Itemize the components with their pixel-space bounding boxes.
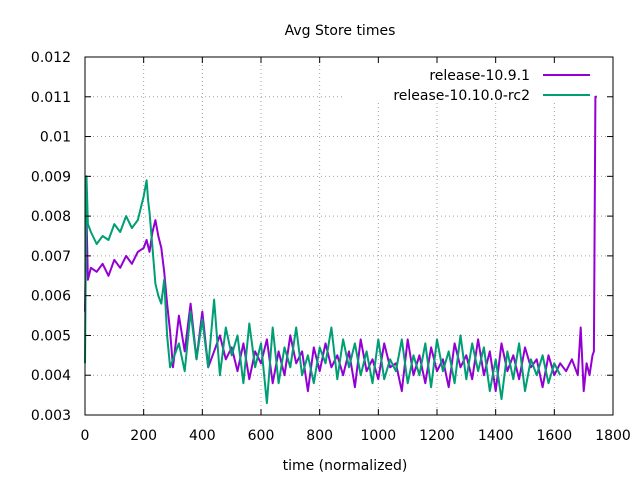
y-tick-label: 0.007 (31, 249, 71, 265)
legend-label-2: release-10.10.0-rc2 (393, 88, 530, 104)
y-tick-label: 0.008 (31, 209, 71, 225)
x-tick-label: 1000 (361, 428, 397, 444)
legend-label-1: release-10.9.1 (429, 68, 530, 84)
x-tick-label: 600 (248, 428, 275, 444)
y-tick-label: 0.003 (31, 408, 71, 424)
chart-title: Avg Store times (285, 23, 396, 39)
y-tick-label: 0.01 (40, 130, 71, 146)
x-tick-label: 0 (81, 428, 90, 444)
plot-area (84, 95, 597, 405)
grid-lines (85, 57, 613, 415)
x-tick-label: 1400 (478, 428, 514, 444)
x-tick-label: 800 (306, 428, 333, 444)
x-tick-label: 1600 (537, 428, 573, 444)
x-tick-label: 1200 (419, 428, 455, 444)
x-axis-label: time (normalized) (283, 458, 408, 474)
y-tick-label: 0.006 (31, 289, 71, 305)
plot-frame (84, 56, 614, 416)
y-tick-label: 0.012 (31, 50, 71, 66)
legend: release-10.9.1 release-10.10.0-rc2 (393, 68, 590, 104)
y-tick-label: 0.004 (31, 368, 71, 384)
axis-ticks: 0 200 400 600 800 1000 1200 1400 1600 1800 0.003 0.… (31, 50, 631, 444)
y-tick-label: 0.005 (31, 328, 71, 344)
series-line-2 (84, 175, 562, 405)
y-tick-label: 0.009 (31, 169, 71, 185)
x-tick-label: 400 (189, 428, 216, 444)
x-tick-label: 200 (130, 428, 157, 444)
y-tick-label: 0.011 (31, 90, 71, 106)
x-tick-label: 1800 (595, 428, 631, 444)
